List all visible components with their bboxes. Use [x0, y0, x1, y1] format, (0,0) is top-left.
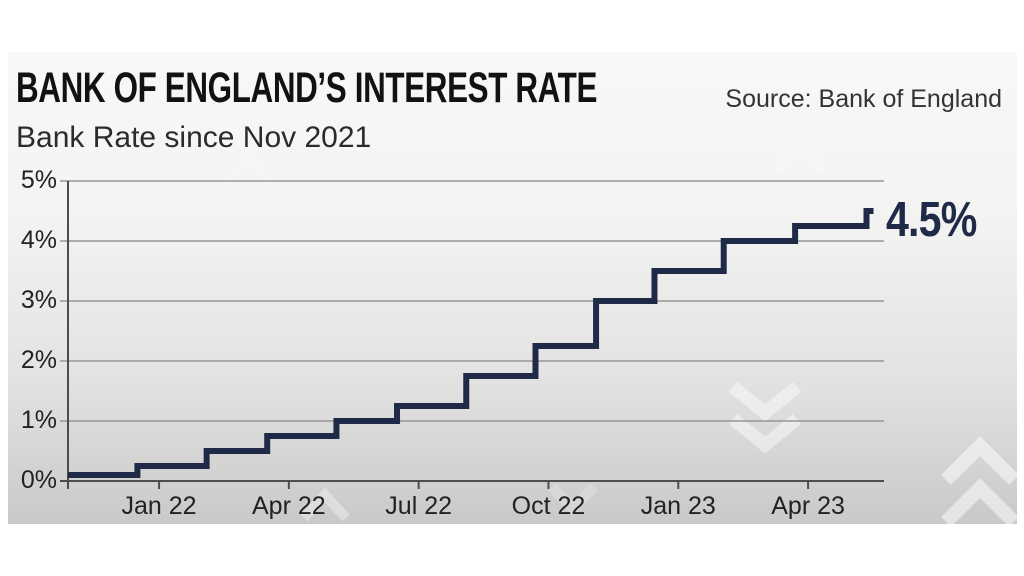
y-tick-label: 1%	[20, 406, 57, 434]
y-tick-label: 5%	[20, 166, 57, 194]
current-rate-label: 4.5%	[886, 193, 977, 247]
chart-title: BANK OF ENGLAND’S INTEREST RATE	[16, 64, 598, 112]
x-tick-label: Apr 22	[252, 492, 326, 520]
y-tick-label: 2%	[20, 346, 57, 374]
x-tick-label: Apr 23	[771, 492, 845, 520]
y-tick-label: 0%	[20, 466, 57, 494]
chart-subtitle: Bank Rate since Nov 2021	[16, 121, 372, 154]
x-tick-label: Jan 23	[640, 492, 716, 520]
y-tick-label: 4%	[20, 226, 57, 254]
y-tick-label: 3%	[20, 286, 57, 314]
x-tick-label: Jul 22	[385, 492, 453, 520]
source-attribution: Source: Bank of England	[725, 85, 1002, 113]
x-tick-label: Jan 22	[121, 492, 197, 520]
x-tick-label: Oct 22	[511, 492, 586, 520]
